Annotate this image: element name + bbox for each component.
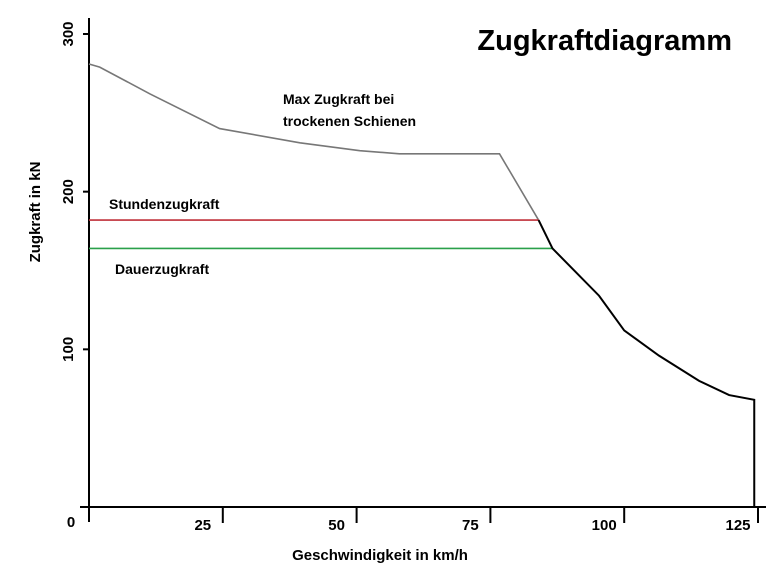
y-tick-label: 300 (60, 21, 77, 46)
y-axis-label: Zugkraft in kN (27, 162, 44, 263)
annotation: trockenen Schienen (283, 113, 416, 129)
x-tick-label: 50 (328, 517, 345, 534)
x-tick-label: 125 (725, 517, 750, 534)
annotation: Max Zugkraft bei (283, 91, 394, 107)
x-tick-label: 100 (592, 517, 617, 534)
y-tick-label: 200 (60, 179, 77, 204)
chart-title: Zugkraftdiagramm (477, 25, 732, 57)
y-tick-label: 100 (60, 337, 77, 362)
x-tick-label: 75 (462, 517, 479, 534)
series-label: Dauerzugkraft (115, 261, 209, 277)
y-tick-label: 0 (67, 514, 75, 531)
series-line (537, 219, 756, 507)
x-axis-label: Geschwindigkeit in km/h (292, 547, 468, 564)
series-label: Stundenzugkraft (109, 196, 220, 212)
series-line (88, 63, 540, 221)
x-tick-label: 25 (194, 517, 211, 534)
